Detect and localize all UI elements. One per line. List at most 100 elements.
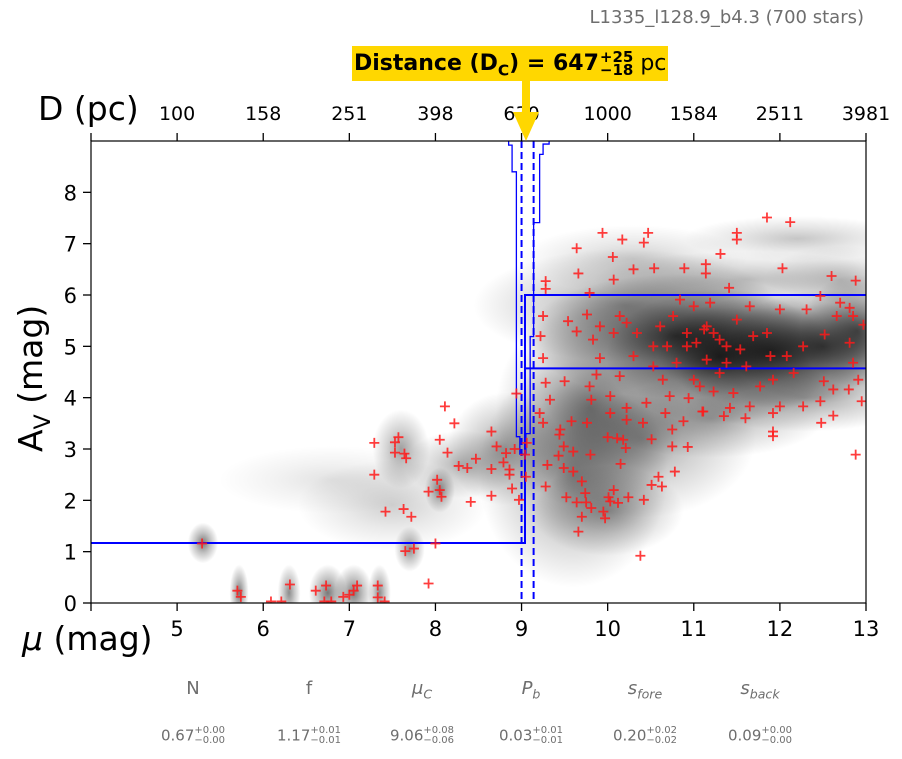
star-point (509, 444, 520, 454)
star-point (608, 485, 619, 496)
star-point (553, 450, 564, 461)
star-point (628, 264, 639, 275)
star-point (815, 291, 826, 302)
x-tick-label: 8 (429, 617, 442, 641)
star-point (535, 331, 546, 342)
star-point (389, 447, 400, 458)
star-point (678, 416, 689, 427)
star-point (819, 329, 830, 340)
star-point (486, 426, 497, 437)
star-point (635, 550, 646, 561)
star-point (380, 506, 391, 517)
star-point (682, 441, 693, 452)
top-tick-label: 100 (159, 103, 195, 125)
star-point (641, 397, 652, 408)
distance-result-label: Distance (DC) = 647 +25 −18 pc (352, 46, 669, 81)
star-point (648, 341, 659, 352)
star-point (582, 309, 592, 320)
star-point (850, 449, 861, 460)
star-point (683, 393, 694, 404)
star-point (563, 316, 574, 327)
star-point (664, 391, 675, 402)
star-point (631, 327, 642, 338)
star-point (232, 585, 243, 596)
top-tick-label: 2511 (756, 103, 804, 125)
star-point (643, 227, 654, 238)
star-point (449, 418, 460, 429)
star-point (700, 268, 711, 279)
star-point (656, 481, 667, 492)
star-point (638, 237, 649, 248)
star-point (598, 506, 609, 517)
star-point (389, 437, 400, 448)
density-blob (519, 225, 748, 293)
star-point (379, 596, 390, 603)
star-point (705, 297, 716, 308)
star-point (621, 402, 632, 413)
star-point (520, 449, 530, 460)
y-tick-label: 2 (64, 489, 77, 513)
star-point (646, 479, 657, 490)
model-lines (91, 141, 866, 603)
density-blob (277, 564, 301, 603)
x-tick-label: 7 (343, 617, 356, 641)
star-point (310, 585, 321, 596)
star-point (581, 497, 592, 508)
star-point (761, 212, 772, 223)
star-point (741, 361, 752, 372)
y-tick-label: 7 (64, 233, 77, 257)
star-point (372, 580, 383, 591)
star-point (566, 416, 577, 427)
star-point (621, 414, 632, 425)
star-point (442, 447, 453, 458)
parameter-name: f (305, 678, 313, 699)
star-point (465, 496, 476, 507)
top-axis-title: D (pc) (38, 89, 139, 128)
x-tick-label: 12 (767, 617, 794, 641)
star-point (697, 406, 708, 417)
star-point (534, 408, 545, 419)
star-point (423, 578, 434, 589)
star-point (576, 476, 587, 487)
star-point (576, 511, 587, 522)
star-point (675, 294, 685, 305)
star-point (586, 394, 597, 405)
star-point (671, 357, 682, 368)
star-point (667, 424, 678, 435)
star-point (669, 466, 680, 477)
star-point (835, 297, 846, 308)
star-point (491, 441, 502, 452)
star-point (544, 394, 555, 405)
star-point (401, 453, 412, 464)
star-point (688, 374, 699, 385)
star-point (648, 361, 659, 372)
star-point (540, 283, 551, 294)
star-point (700, 259, 711, 270)
star-point (848, 311, 859, 322)
star-point (408, 543, 419, 554)
star-point (755, 381, 766, 392)
star-point (798, 341, 809, 352)
star-point (434, 434, 445, 445)
parameter-name: Pb (521, 678, 541, 702)
top-tick-label: 398 (417, 103, 453, 125)
star-point (538, 353, 549, 364)
star-point (728, 388, 739, 399)
star-point (714, 334, 725, 345)
star-point (538, 311, 549, 322)
parameter-name: μC (411, 678, 433, 702)
y-tick-label: 6 (64, 284, 77, 308)
x-tick-label: 10 (594, 617, 621, 641)
star-point (542, 459, 553, 470)
star-point (853, 374, 864, 385)
star-point (235, 591, 246, 602)
star-point (850, 275, 861, 286)
star-point (724, 402, 735, 413)
x-tick-label: 9 (515, 617, 528, 641)
star-point (781, 351, 792, 362)
density-blob (218, 445, 446, 514)
star-point (605, 391, 616, 402)
y-axis: 0 1 2 3 4 5 6 7 8 (64, 181, 91, 616)
star-point (688, 301, 699, 312)
star-point (504, 469, 515, 480)
